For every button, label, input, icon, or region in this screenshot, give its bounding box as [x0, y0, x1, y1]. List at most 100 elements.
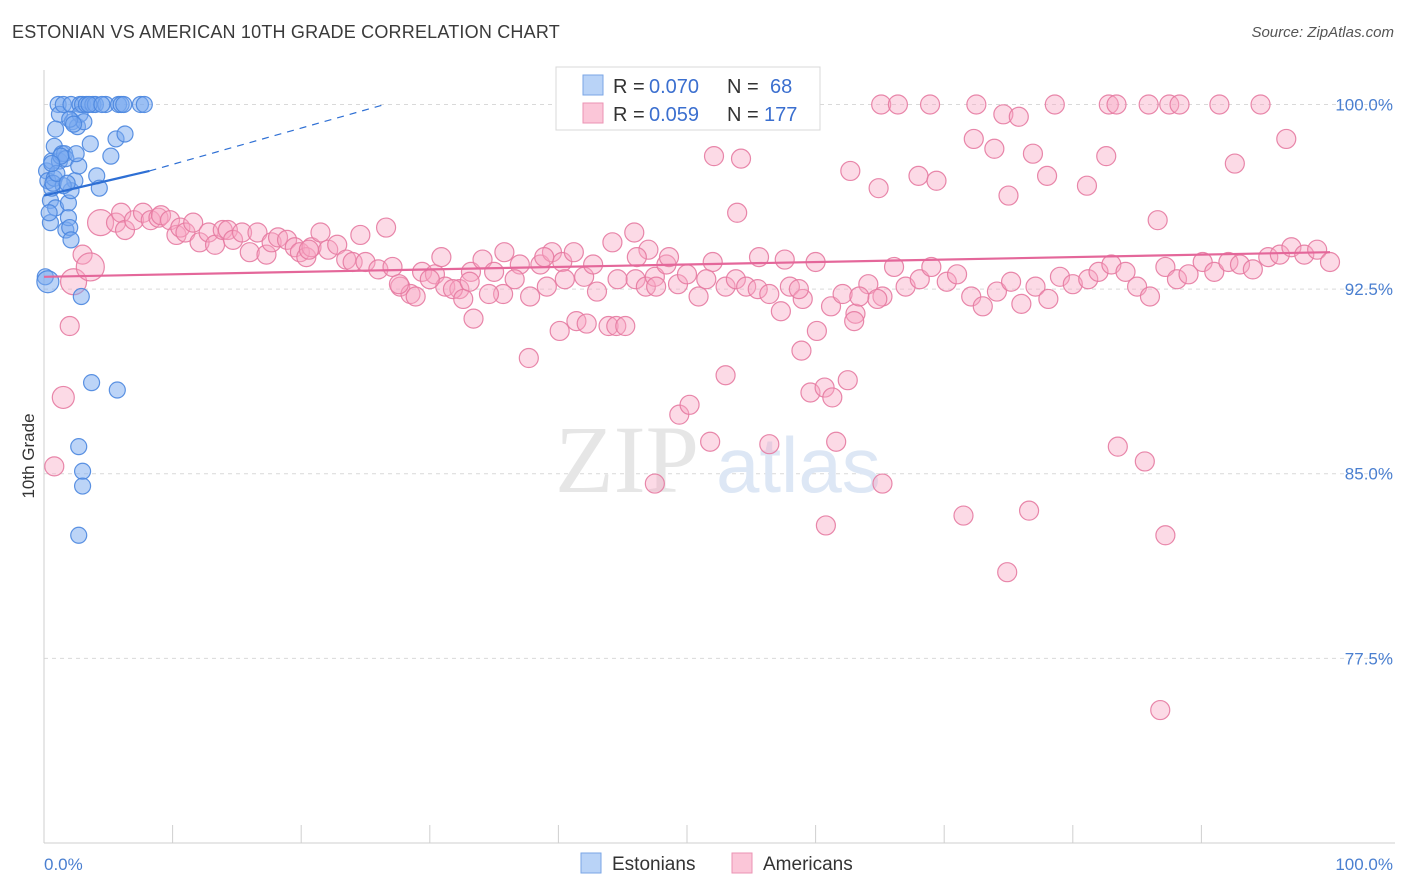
americans-point-211 [459, 271, 480, 292]
americans-point-137 [1209, 94, 1230, 115]
americans-point-27 [239, 242, 260, 263]
americans-point-204 [626, 246, 647, 268]
x-tick-label-1: 100.0% [1335, 855, 1393, 874]
americans-point-167 [700, 431, 721, 452]
americans-point-131 [1044, 94, 1065, 115]
y-tick-label-2: 85.0% [1345, 465, 1393, 484]
americans-point-63 [586, 281, 608, 302]
americans-point-1 [51, 385, 75, 410]
americans-point-196 [453, 288, 474, 310]
stats-legend: R = 0.070 N = 68 R = 0.059 N = 177 [555, 66, 821, 131]
americans-point-136 [1169, 94, 1190, 115]
americans-point-98 [1000, 271, 1022, 292]
americans-point-73 [688, 286, 709, 307]
americans-point-151 [998, 185, 1019, 206]
americans-point-78 [747, 278, 768, 300]
americans-point-8 [111, 202, 132, 223]
americans-point-105 [1088, 261, 1109, 282]
americans-point-153 [703, 146, 725, 167]
watermark-atlas: atlas [716, 421, 881, 509]
americans-point-168 [715, 365, 736, 386]
americans-point-54 [484, 261, 505, 282]
y-axis-label: 10th Grade [19, 413, 38, 498]
estonians-point-48 [70, 438, 88, 456]
americans-point-64 [598, 315, 619, 337]
americans-point-122 [1307, 239, 1328, 260]
americans-point-29 [256, 244, 277, 265]
bottom-legend-estonians: Estonians [612, 854, 695, 875]
americans-point-148 [868, 178, 889, 199]
americans-point-11 [132, 202, 154, 223]
estonians-point-43 [116, 125, 134, 143]
americans-point-152 [1276, 128, 1297, 150]
bottom-legend-swatch-americans [731, 852, 753, 874]
americans-point-119 [1269, 244, 1290, 265]
americans-point-199 [576, 313, 597, 334]
americans-point-66 [615, 315, 636, 337]
y-tick-label-3: 77.5% [1345, 649, 1393, 668]
americans-point-141 [1022, 143, 1044, 164]
trend-lines [43, 103, 1331, 278]
americans-point-110 [1155, 256, 1176, 278]
americans-point-92 [921, 256, 942, 278]
americans-point-99 [1011, 293, 1032, 314]
legend-r-estonians: 0.070 [649, 76, 699, 98]
americans-point-175 [872, 473, 893, 494]
americans-point-114 [1204, 261, 1225, 282]
estonians-trend-line [43, 169, 150, 197]
americans-point-178 [1018, 500, 1040, 521]
americans-point-208 [748, 246, 770, 268]
estonians-point-65 [43, 154, 61, 173]
americans-point-133 [1106, 94, 1127, 115]
bottom-legend-americans: Americans [763, 854, 853, 875]
americans-point-185 [375, 217, 397, 238]
americans-point-184 [518, 347, 539, 369]
americans-point-207 [696, 269, 717, 290]
americans-point-89 [883, 256, 905, 278]
americans-point-57 [520, 286, 541, 307]
americans-point-155 [727, 202, 748, 223]
americans-point-189 [463, 308, 484, 329]
americans-point-55 [493, 283, 514, 305]
americans-point-172 [826, 431, 847, 452]
americans-point-190 [494, 242, 515, 263]
americans-point-91 [909, 269, 930, 290]
chart-title: ESTONIAN VS AMERICAN 10TH GRADE CORRELAT… [12, 22, 560, 42]
legend-n-americans: 177 [764, 104, 797, 126]
bottom-legend-swatch-estonians [580, 852, 602, 874]
americans-point-129 [993, 104, 1014, 125]
estonians-point-54 [46, 120, 65, 138]
americans-point-154 [730, 148, 752, 169]
americans-point-200 [536, 276, 557, 297]
americans-point-191 [534, 246, 555, 268]
americans-point-39 [327, 234, 348, 255]
americans-point-107 [1115, 261, 1136, 282]
y-tick-label-0: 100.0% [1335, 95, 1393, 114]
americans-point-177 [997, 562, 1018, 583]
americans-point-6 [86, 209, 115, 237]
americans-point-100 [1025, 276, 1046, 297]
x-tick-label-0: 0.0% [44, 855, 83, 874]
legend-swatch-estonians [582, 74, 604, 96]
americans-point-111 [1166, 269, 1188, 290]
americans-point-103 [1062, 274, 1083, 295]
americans-point-15 [159, 210, 181, 231]
americans-point-76 [725, 269, 746, 290]
americans-point-85 [832, 283, 853, 305]
americans-point-150 [926, 170, 947, 191]
americans-point-126 [887, 94, 909, 115]
americans-point-0 [44, 456, 65, 477]
americans-point-171 [806, 320, 827, 342]
estonians-point-58 [40, 204, 58, 222]
americans-point-80 [770, 301, 791, 322]
legend-n-label-americans: N = [727, 104, 759, 126]
americans-point-130 [1008, 106, 1029, 127]
americans-point-84 [820, 296, 842, 317]
americans-point-206 [658, 246, 680, 268]
americans-point-164 [867, 288, 888, 310]
americans-point-157 [624, 222, 645, 243]
americans-point-201 [554, 269, 575, 290]
americans-point-127 [919, 94, 941, 115]
estonians-point-39 [102, 147, 120, 165]
